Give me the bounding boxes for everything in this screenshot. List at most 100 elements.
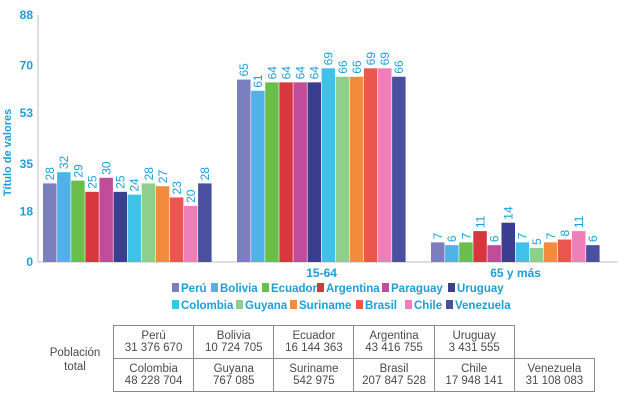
population-row-label: Población total xyxy=(49,347,101,373)
bar-value-label: 8 xyxy=(558,230,572,237)
bar-value-label: 66 xyxy=(350,60,364,74)
bar-value-label: 64 xyxy=(265,66,279,80)
bar-value-label: 32 xyxy=(57,156,71,170)
legend-swatch xyxy=(446,300,453,309)
bar-value-label: 69 xyxy=(322,52,336,66)
bar-uruguay-2 xyxy=(501,222,515,262)
bar-value-label: 23 xyxy=(170,181,184,195)
bar-value-label: 64 xyxy=(279,66,293,80)
population-table-cell: Uruguay 3 431 555 xyxy=(433,325,515,359)
legend-label: Chile xyxy=(414,300,442,312)
legend-label: Paraguay xyxy=(391,283,443,295)
population-value: 767 085 xyxy=(212,375,255,387)
legend-label: Uruguay xyxy=(457,283,504,295)
bar-value-label: 66 xyxy=(392,60,406,74)
legend-swatch xyxy=(356,300,363,309)
bar-value-label: 24 xyxy=(128,178,142,192)
legend-swatch xyxy=(172,300,179,309)
bar-colombia-1 xyxy=(321,68,336,262)
bar-chile-2 xyxy=(572,231,586,262)
legend-label: Colombia xyxy=(181,300,234,312)
bar-venezuela-0 xyxy=(198,183,212,262)
population-value: 542 975 xyxy=(293,375,335,387)
bar-bolivia-1 xyxy=(251,90,265,262)
legend-label: Argentina xyxy=(326,283,380,295)
population-table-cell: Guyana 767 085 xyxy=(193,358,275,392)
bar-value-label: 30 xyxy=(99,161,113,175)
bar-colombia-2 xyxy=(515,242,530,262)
bar-value-label: 64 xyxy=(308,66,322,80)
bar-value-label: 7 xyxy=(431,232,445,239)
bar-value-label: 61 xyxy=(251,74,265,88)
population-country: Bolivia xyxy=(216,330,251,342)
population-table-row: Colombia 48 228 704 Guyana 767 085 Suriname 5… xyxy=(112,358,596,392)
bar-bolivia-0 xyxy=(57,172,71,262)
bar-uruguay-0 xyxy=(113,191,127,262)
bar-ecuador-0 xyxy=(71,180,85,262)
legend-swatch xyxy=(382,283,389,292)
bar-guyana-2 xyxy=(529,247,544,262)
y-tick-label: 35 xyxy=(20,157,34,171)
bar-perú-2 xyxy=(431,242,445,262)
bar-brasil-0 xyxy=(169,197,184,262)
bar-value-label: 65 xyxy=(237,63,251,77)
population-table-row: Perú 31 376 670 Bolivia 10 724 705 Ecuador 16… xyxy=(112,325,595,359)
bar-value-label: 28 xyxy=(198,167,212,181)
population-value: 3 431 555 xyxy=(448,342,500,354)
population-country: Argentina xyxy=(369,330,419,342)
bar-value-label: 20 xyxy=(184,189,198,203)
bar-value-label: 6 xyxy=(445,235,459,242)
population-country: Chile xyxy=(461,363,488,375)
legend-swatch xyxy=(172,283,179,292)
bar-value-label: 11 xyxy=(572,215,586,228)
bar-value-label: 7 xyxy=(516,232,530,239)
population-table-cell: Argentina 43 416 755 xyxy=(353,325,435,359)
legend-swatch xyxy=(262,283,269,292)
population-value: 10 724 705 xyxy=(204,342,263,354)
bar-suriname-0 xyxy=(155,186,170,262)
population-value: 16 144 363 xyxy=(285,342,343,354)
bar-ecuador-2 xyxy=(459,242,473,262)
bar-value-label: 6 xyxy=(487,235,501,242)
population-table-cell: Ecuador 16 144 363 xyxy=(273,325,355,359)
bar-value-label: 64 xyxy=(293,66,307,80)
bar-value-label: 28 xyxy=(142,167,156,181)
population-table-cell: Colombia 48 228 704 xyxy=(112,358,195,392)
bar-value-label: 25 xyxy=(85,175,99,189)
legend-label: Guyana xyxy=(245,300,288,312)
bar-value-label: 7 xyxy=(459,232,473,239)
bar-suriname-1 xyxy=(349,76,364,262)
bar-brasil-2 xyxy=(557,239,572,262)
legend-swatch xyxy=(405,300,412,309)
bar-chile-1 xyxy=(378,68,392,262)
population-country: Brasil xyxy=(379,363,409,375)
bar-argentina-0 xyxy=(85,191,99,262)
population-table-cell: Brasil 207 847 528 xyxy=(353,358,435,392)
legend-label: Ecuador xyxy=(271,283,318,295)
population-country: Ecuador xyxy=(292,330,336,342)
category-label: 15-64 xyxy=(306,266,337,280)
bar-paraguay-2 xyxy=(487,245,501,262)
legend-swatch xyxy=(236,300,243,309)
bar-venezuela-1 xyxy=(392,76,406,262)
bar-bolivia-2 xyxy=(445,245,459,262)
bar-paraguay-0 xyxy=(99,177,113,262)
bar-value-label: 14 xyxy=(502,206,516,220)
population-table-cell: Venezuela 31 108 083 xyxy=(513,358,596,392)
legend-label: Venezuela xyxy=(455,300,511,312)
bar-guyana-1 xyxy=(335,76,350,262)
bar-value-label: 66 xyxy=(336,60,350,74)
bar-value-label: 28 xyxy=(43,167,57,181)
bar-perú-1 xyxy=(237,79,251,262)
population-country: Venezuela xyxy=(527,363,582,375)
bar-value-label: 69 xyxy=(364,52,378,66)
population-value: 31 376 670 xyxy=(124,342,183,354)
population-table-cell: Suriname 542 975 xyxy=(273,358,355,392)
population-value: 207 847 528 xyxy=(362,375,427,387)
bar-perú-0 xyxy=(43,183,57,262)
bar-venezuela-2 xyxy=(586,245,600,262)
bar-suriname-2 xyxy=(543,242,558,262)
population-table-cell: Bolivia 10 724 705 xyxy=(193,325,275,359)
